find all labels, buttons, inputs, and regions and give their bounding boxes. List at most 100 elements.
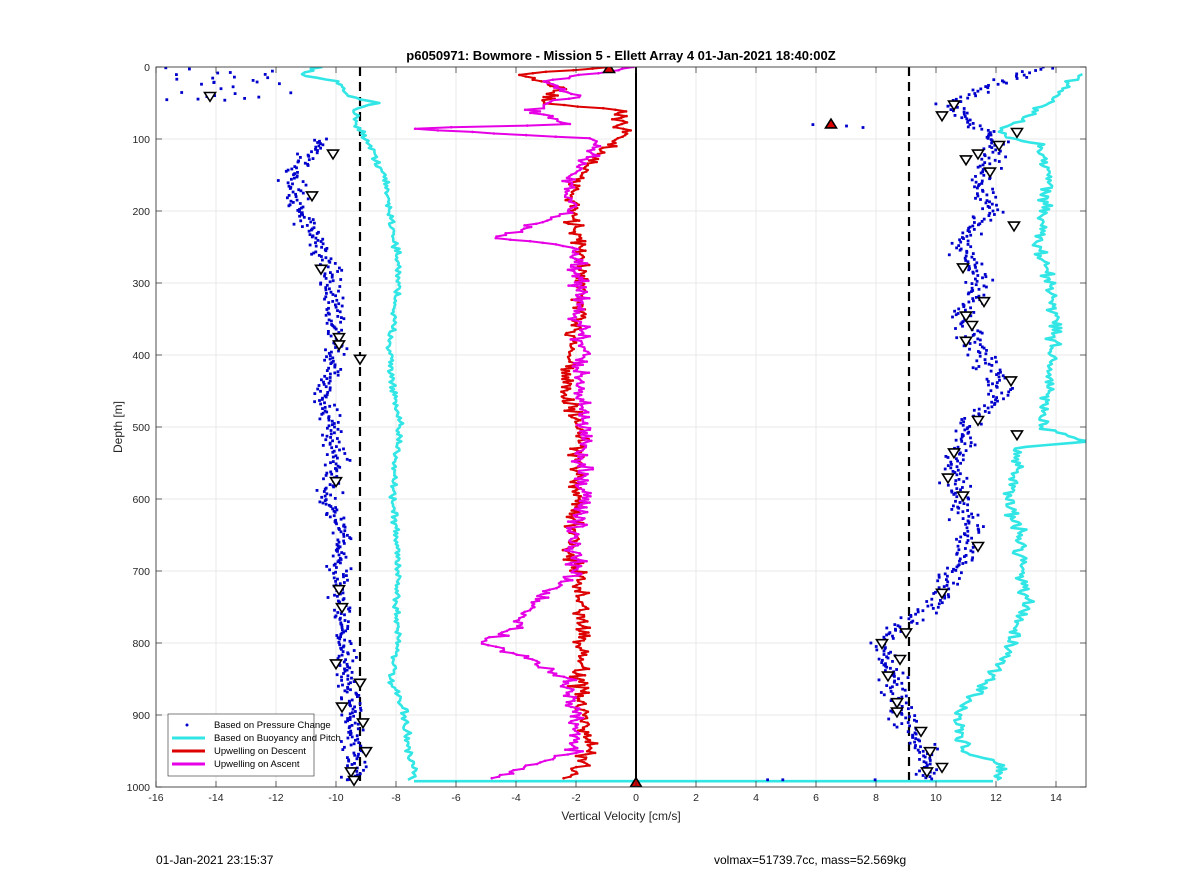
- ascent-triangle-marker: [1004, 376, 1018, 388]
- descent-point: [585, 571, 588, 574]
- pressure-change-point: [328, 280, 332, 284]
- ascent-point: [576, 567, 579, 571]
- pressure-change-point: [928, 756, 932, 760]
- series-pressure-change: [164, 67, 1055, 782]
- pressure-change-point: [341, 598, 345, 602]
- pressure-change-point: [891, 637, 895, 640]
- ascent-point: [621, 67, 624, 70]
- pressure-change-point: [991, 191, 995, 194]
- ascent-point: [576, 723, 580, 726]
- pressure-change-point: [976, 513, 980, 517]
- pressure-change-point: [335, 566, 338, 569]
- pressure-change-point: [343, 638, 346, 642]
- pressure-change-point: [266, 76, 270, 80]
- pressure-change-point: [1003, 376, 1007, 380]
- descent-point: [593, 751, 597, 755]
- ascent-point: [551, 83, 555, 86]
- ascent-point: [558, 89, 562, 93]
- descent-point: [561, 371, 564, 375]
- pressure-change-point: [326, 265, 330, 269]
- ascent-point: [559, 580, 563, 584]
- pressure-change-point: [893, 675, 896, 678]
- pressure-change-point: [955, 246, 958, 250]
- pressure-change-point: [980, 157, 984, 161]
- ascent-point: [578, 287, 581, 291]
- ascent-point: [500, 631, 504, 634]
- pressure-change-point: [328, 312, 331, 316]
- pressure-change-point: [324, 249, 328, 253]
- ascent-point: [577, 333, 581, 337]
- ascent-point: [579, 393, 583, 397]
- ascent-point: [598, 144, 602, 148]
- pressure-change-point: [299, 206, 303, 210]
- pressure-change-point: [994, 195, 998, 199]
- ascent-triangle-marker: [941, 473, 955, 485]
- pressure-change-point: [337, 654, 341, 658]
- pressure-change-point: [925, 764, 929, 768]
- pressure-change-point: [967, 226, 970, 230]
- descent-point: [578, 680, 581, 683]
- pressure-change-point: [342, 535, 346, 538]
- pressure-change-point: [288, 187, 292, 190]
- pressure-change-point: [200, 82, 203, 86]
- ascent-point: [576, 252, 580, 256]
- pressure-change-point: [319, 389, 322, 393]
- pressure-change-point: [337, 553, 341, 557]
- ascent-point: [450, 125, 453, 129]
- pressure-change-point: [348, 609, 352, 613]
- pressure-change-point: [973, 185, 976, 189]
- descent-point: [578, 635, 581, 639]
- descent-point: [567, 552, 571, 555]
- ascent-point: [504, 233, 508, 237]
- pressure-change-point: [349, 681, 352, 685]
- ascent-point: [494, 645, 498, 648]
- pressure-change-point: [915, 622, 919, 625]
- ascent-point: [577, 73, 580, 77]
- descent-point: [578, 623, 581, 626]
- ascent-point: [569, 528, 572, 531]
- x-tick-label: -6: [451, 792, 460, 804]
- descent-point: [613, 113, 617, 116]
- pressure-change-point: [991, 278, 995, 282]
- ascent-point: [560, 583, 563, 587]
- pressure-change-point: [895, 683, 899, 686]
- ascent-point: [541, 590, 545, 593]
- descent-point: [574, 417, 577, 420]
- ascent-point: [530, 601, 533, 604]
- descent-point: [567, 485, 571, 489]
- descent-triangle-marker: [347, 775, 361, 787]
- descent-point: [623, 133, 627, 137]
- pressure-change-point: [959, 95, 963, 99]
- pressure-change-point: [314, 148, 317, 151]
- pressure-change-point: [347, 726, 351, 730]
- pressure-change-point: [981, 190, 985, 193]
- pressure-change-point: [324, 348, 327, 352]
- descent-point: [577, 759, 580, 763]
- pressure-change-point: [293, 165, 297, 168]
- pressure-change-point: [345, 668, 349, 672]
- pressure-change-point: [906, 676, 910, 679]
- ascent-point: [546, 596, 550, 599]
- pressure-change-point: [338, 528, 341, 531]
- pressure-change-point: [330, 446, 334, 450]
- pressure-change-point: [355, 656, 358, 659]
- pressure-change-point: [319, 240, 323, 243]
- descent-point: [563, 525, 567, 528]
- pressure-change-point: [342, 630, 345, 634]
- ascent-point: [508, 770, 512, 774]
- pressure-change-point: [323, 463, 327, 467]
- pressure-change-point: [335, 469, 339, 473]
- pressure-change-point: [891, 692, 895, 696]
- pressure-change-point: [295, 166, 298, 170]
- pressure-change-point: [302, 215, 306, 219]
- pressure-change-point: [330, 273, 334, 277]
- descent-point: [572, 493, 576, 497]
- pressure-change-point: [906, 721, 910, 724]
- pressure-change-point: [995, 396, 998, 399]
- descent-point: [575, 628, 578, 631]
- pressure-change-point: [1015, 74, 1018, 78]
- ascent-point: [576, 450, 579, 454]
- pressure-change-point: [336, 456, 339, 460]
- pressure-change-point: [937, 575, 941, 579]
- pressure-change-point: [327, 318, 331, 322]
